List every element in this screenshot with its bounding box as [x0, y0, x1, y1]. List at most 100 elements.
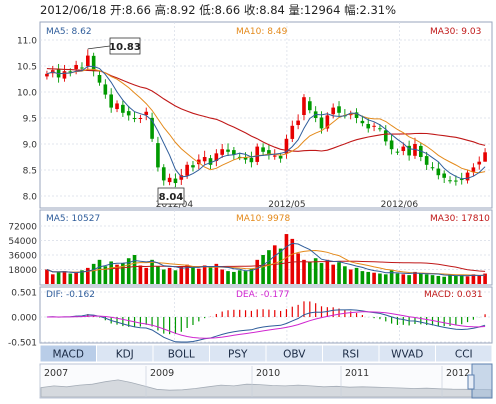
- candle-body: [97, 74, 102, 83]
- volume-bar: [465, 276, 470, 284]
- candle-body: [378, 128, 382, 130]
- candle-body: [243, 157, 248, 160]
- macd-label: MACD: 0.031: [424, 290, 483, 300]
- volume-bar: [86, 267, 90, 284]
- volume-bar: [471, 274, 476, 284]
- macd-y-tick: -0.501: [8, 339, 37, 349]
- volume-bar: [407, 275, 411, 284]
- candle-body: [290, 125, 295, 139]
- volume-bar: [454, 275, 458, 284]
- volume-bar: [372, 272, 376, 284]
- candle-body: [74, 64, 78, 70]
- volume-y-tick: 54000: [8, 237, 37, 247]
- overview-year: 2007: [44, 368, 68, 379]
- candle-body: [407, 145, 411, 156]
- candle-body: [226, 149, 230, 152]
- overview-selection[interactable]: [471, 363, 493, 399]
- overview-handle-left[interactable]: [467, 374, 475, 390]
- volume-bar: [278, 248, 283, 284]
- volume-bar: [150, 259, 154, 284]
- candle-body: [360, 120, 365, 124]
- volume-bar: [442, 276, 446, 284]
- candle-body: [278, 155, 283, 159]
- candle-body: [296, 120, 300, 126]
- price-y-axis: 11.0 10.5 10.0 9.5 9.0 8.5 8.0: [17, 37, 37, 203]
- candle-body: [115, 103, 119, 110]
- candle-body: [424, 156, 429, 165]
- candle-body: [366, 123, 371, 129]
- volume-bar: [319, 263, 324, 284]
- volume-bar: [214, 263, 219, 284]
- candle-body: [401, 146, 406, 152]
- volume-bar: [477, 275, 482, 284]
- candle-body: [337, 106, 341, 113]
- tab-label: PSY: [228, 349, 248, 361]
- volume-bar: [45, 269, 49, 284]
- volume-bar: [290, 238, 295, 284]
- overview-year: 2009: [150, 368, 174, 379]
- volume-bar: [173, 270, 178, 284]
- candle-body: [156, 143, 160, 168]
- price-y-tick: 8.0: [23, 193, 38, 203]
- volume-bar: [179, 266, 184, 284]
- volume-ma10-line: [46, 249, 486, 276]
- volume-bar: [220, 269, 224, 284]
- volume-bar: [483, 273, 487, 284]
- candle-body: [442, 173, 446, 178]
- volume-bar: [401, 274, 406, 284]
- tab-cci[interactable]: [435, 344, 493, 363]
- volume-bars: [45, 234, 487, 284]
- quote-summary: 2012/06/18 开:8.66 高:8.92 低:8.66 收:8.84 量…: [40, 3, 396, 17]
- tab-label: WVAD: [391, 349, 423, 361]
- overview-area: [40, 379, 492, 398]
- candle-body: [471, 167, 476, 172]
- volume-bar: [121, 263, 125, 284]
- candle-body: [249, 157, 254, 163]
- high-marker-box: [109, 37, 141, 55]
- candle-body: [173, 178, 178, 183]
- volume-bar: [360, 271, 365, 284]
- volume-y-tick: 36000: [8, 252, 37, 262]
- volume-bar: [103, 266, 108, 284]
- volume-bar: [313, 258, 318, 284]
- candle-body: [284, 138, 289, 154]
- volume-bar: [243, 271, 248, 284]
- candle-body: [261, 147, 265, 152]
- candle-body: [86, 55, 90, 67]
- date-tick: 2012/06: [381, 200, 419, 210]
- volume-bar: [197, 268, 201, 284]
- volume-y-axis: 72000 54000 36000 18000: [8, 223, 37, 277]
- volume-bar: [354, 267, 359, 284]
- volume-bar: [308, 261, 312, 284]
- candle-body: [436, 168, 441, 176]
- candle-body: [459, 179, 464, 181]
- candle-body: [144, 111, 149, 115]
- volume-ma5-line: [46, 242, 486, 277]
- candle-body: [68, 71, 73, 73]
- candle-body: [325, 115, 330, 129]
- candle-body: [255, 146, 260, 162]
- candle-body: [91, 55, 96, 72]
- volume-bar: [185, 264, 189, 284]
- candle-body: [150, 117, 154, 139]
- volume-bar: [261, 255, 265, 284]
- date-axis: 2012/04 2012/05 2012/06: [156, 200, 419, 210]
- volume-bar: [115, 264, 119, 284]
- volume-bar: [383, 274, 388, 284]
- price-ma10-label: MA10: 8.49: [236, 27, 288, 37]
- tab-label: CCI: [455, 349, 473, 361]
- volume-bar: [237, 270, 242, 284]
- date-tick: 2012/05: [268, 200, 305, 210]
- candle-body: [132, 118, 137, 120]
- candle-body: [465, 172, 470, 181]
- dif-line: [46, 309, 486, 343]
- candlesticks: [45, 49, 487, 188]
- price-y-tick: 10.0: [17, 89, 37, 99]
- volume-bar: [255, 259, 260, 284]
- volume-bar: [302, 259, 306, 284]
- volume-bar: [430, 275, 435, 284]
- volume-bar: [202, 265, 207, 284]
- volume-bar: [459, 275, 464, 284]
- volume-bar: [126, 258, 131, 284]
